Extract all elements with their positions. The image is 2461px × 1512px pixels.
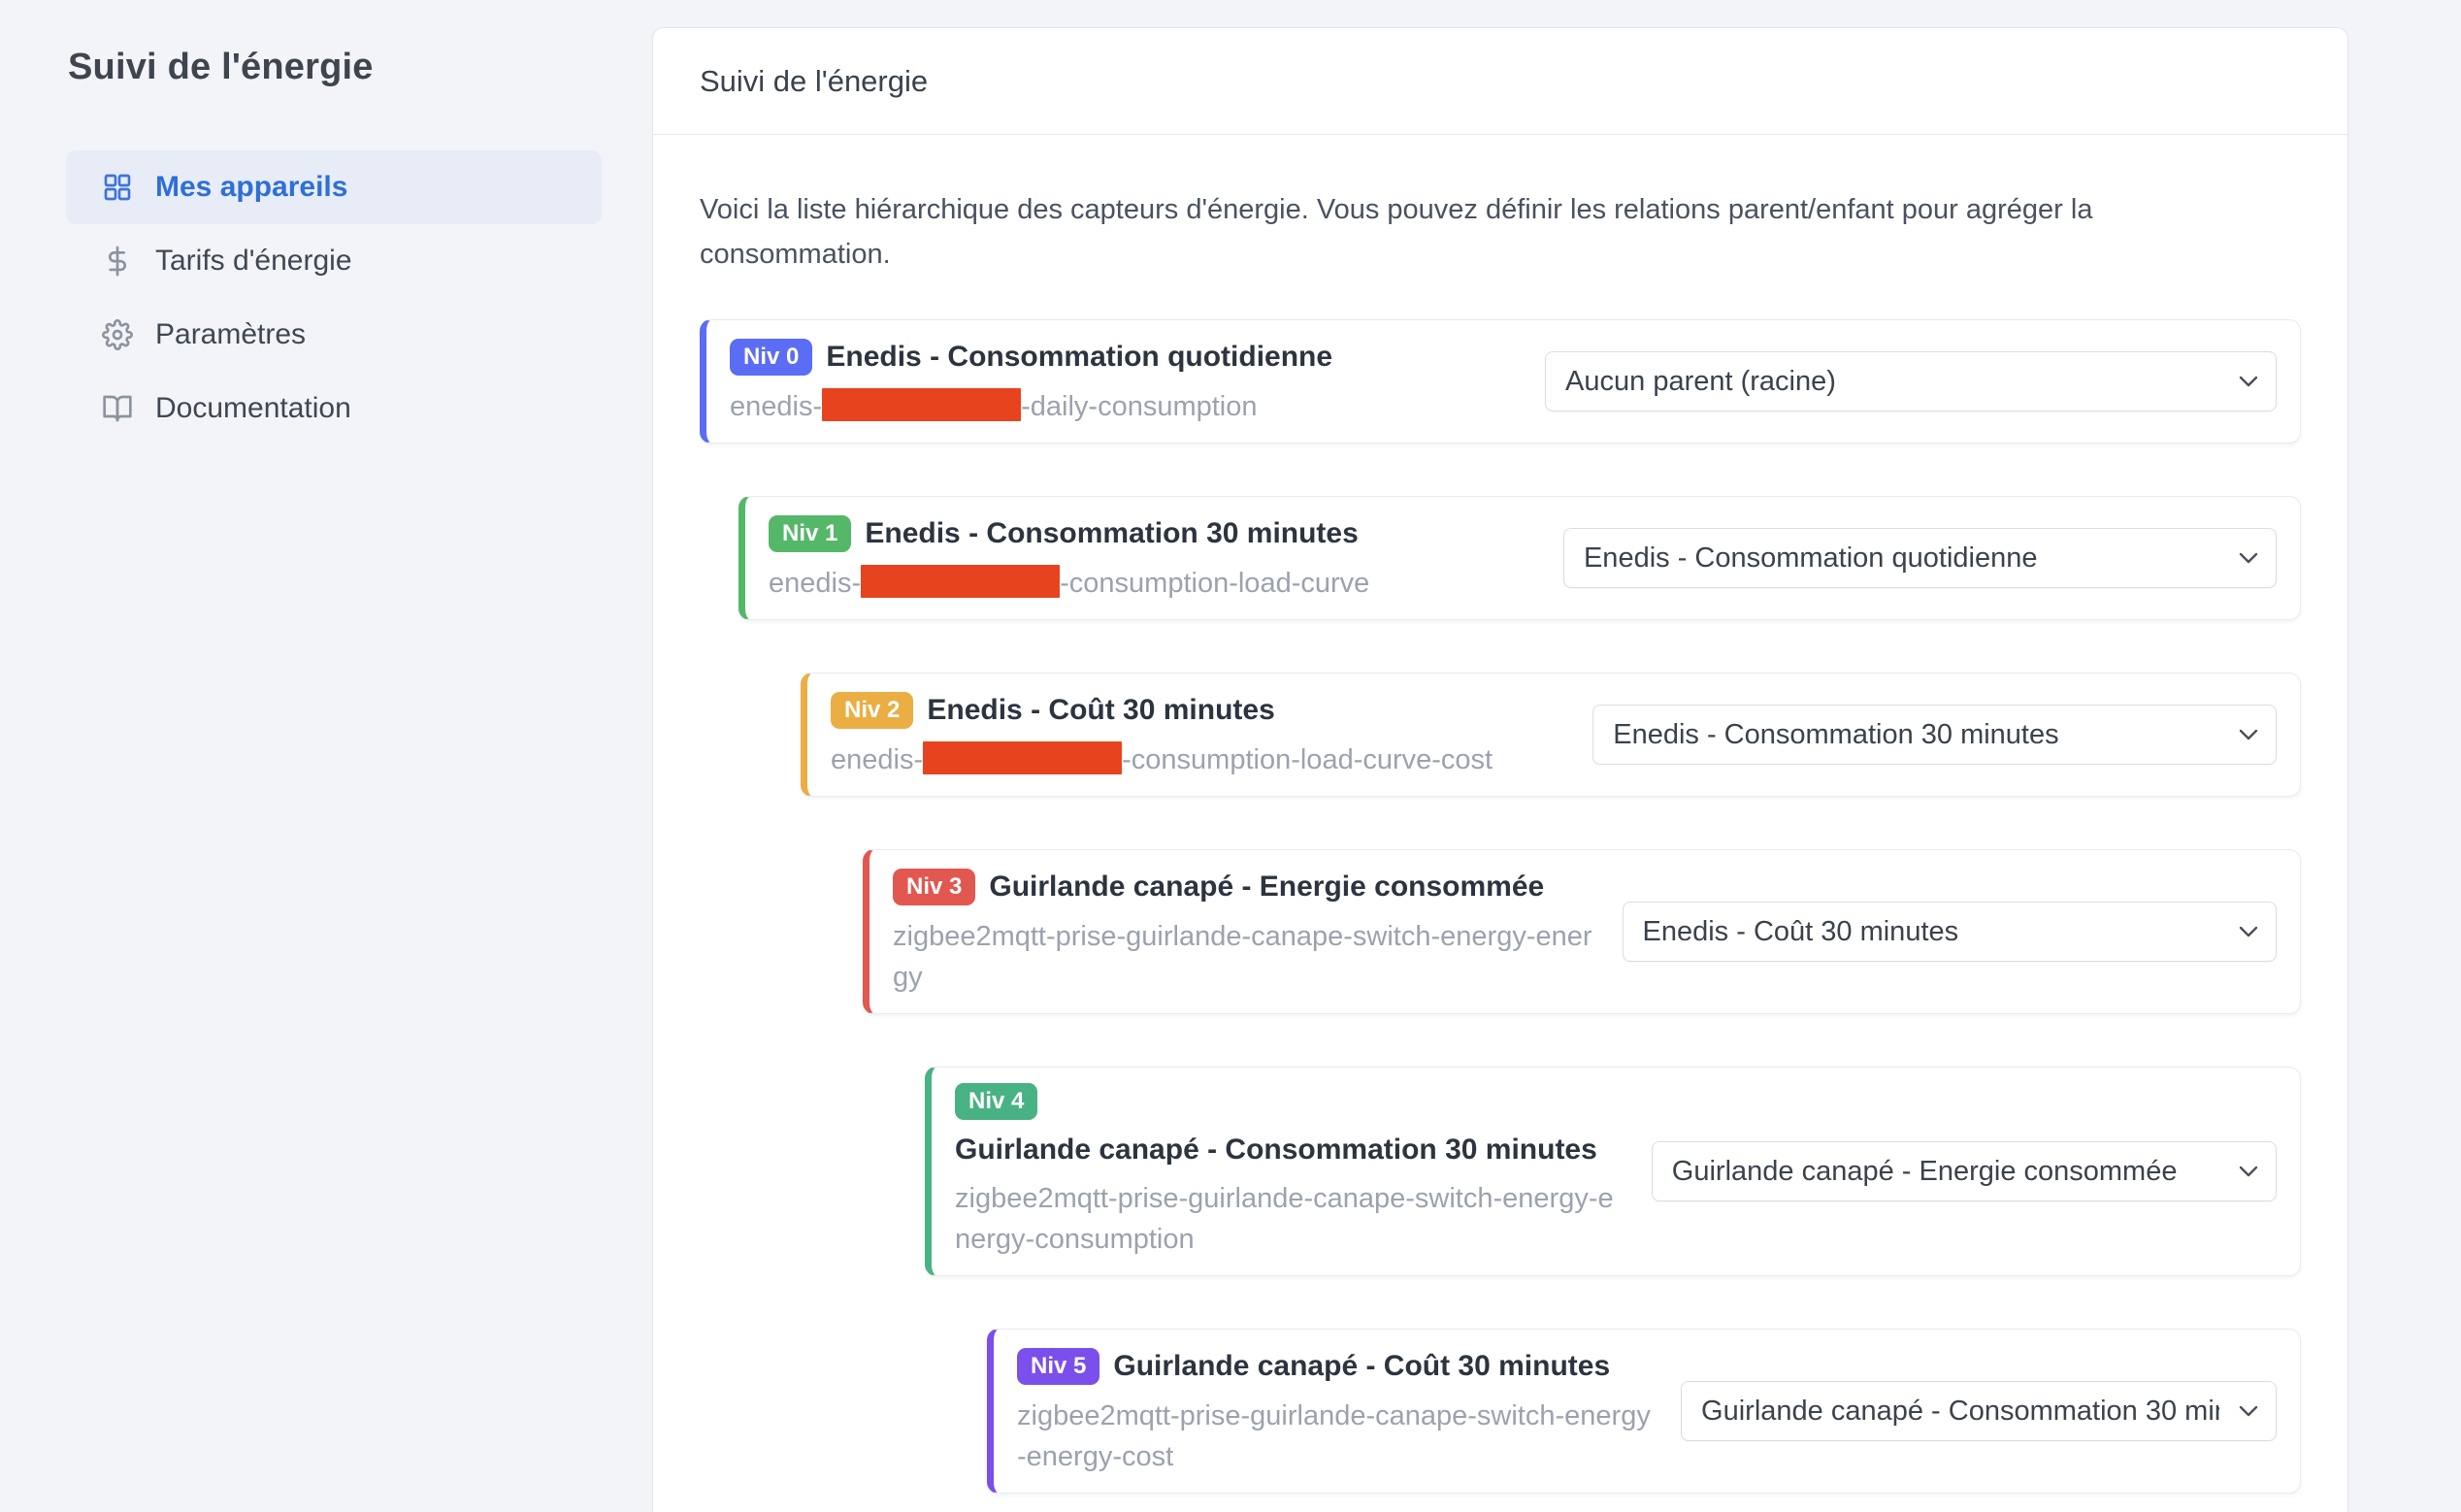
sensor-name: Guirlande canapé - Coût 30 minutes: [1113, 1350, 1611, 1382]
sidebar-item-mes-appareils[interactable]: Mes appareils: [66, 150, 602, 224]
sensor-entity-id: zigbee2mqtt-prise-guirlande-canape-switc…: [955, 1183, 1614, 1255]
dollar-icon: [101, 245, 134, 278]
chevron-down-icon: [2239, 926, 2258, 937]
sensor-entity-id: zigbee2mqtt-prise-guirlande-canape-switc…: [1017, 1400, 1651, 1472]
description-text: Voici la liste hiérarchique des capteurs…: [700, 194, 2093, 270]
level-badge: Niv 0: [730, 339, 813, 376]
level-badge: Niv 3: [893, 869, 976, 905]
sidebar-item-parametres[interactable]: Paramètres: [66, 298, 602, 372]
chevron-down-icon: [2239, 552, 2258, 564]
parent-select-value: Guirlande canapé - Consommation 30 minu: [1701, 1395, 2219, 1427]
chevron-down-icon: [2239, 1166, 2258, 1177]
sidebar-item-label: Documentation: [155, 392, 351, 424]
sensor-entity-id: enedis- -consumption-load-curve-cost: [831, 740, 1569, 780]
redaction-block: [861, 565, 1061, 599]
parent-select[interactable]: Enedis - Consommation quotidienne: [1562, 528, 2277, 588]
sensor-card: Niv 3 Guirlande canapé - Energie consomm…: [863, 849, 2301, 1014]
parent-select-value: Enedis - Consommation 30 minutes: [1613, 718, 2059, 750]
sensor-card: Niv 4 Guirlande canapé - Consommation 30…: [925, 1067, 2301, 1276]
book-icon: [101, 392, 134, 425]
chevron-down-icon: [2239, 1405, 2258, 1417]
parent-select[interactable]: Enedis - Coût 30 minutes: [1622, 902, 2277, 962]
level-badge: Niv 5: [1017, 1348, 1100, 1385]
sensor-name: Enedis - Consommation 30 minutes: [865, 517, 1359, 549]
sensor-card: Niv 2 Enedis - Coût 30 minutes enedis- -c…: [801, 673, 2301, 797]
parent-select[interactable]: Guirlande canapé - Energie consommée: [1651, 1141, 2277, 1201]
sidebar-item-label: Tarifs d'énergie: [155, 245, 352, 277]
sensor-name: Guirlande canapé - Consommation 30 minut…: [955, 1134, 1597, 1166]
sidebar-nav: Mes appareils Tarifs d'énergie Paramètre…: [0, 150, 652, 445]
sensor-entity-id: enedis- -daily-consumption: [730, 386, 1522, 427]
parent-select-value: Aucun parent (racine): [1565, 365, 1836, 397]
parent-select-value: Enedis - Consommation quotidienne: [1583, 542, 2038, 574]
parent-select-value: Guirlande canapé - Energie consommée: [1671, 1155, 2178, 1187]
sensor-card: Niv 1 Enedis - Consommation 30 minutes e…: [738, 496, 2301, 620]
parent-select[interactable]: Guirlande canapé - Consommation 30 minu: [1681, 1381, 2277, 1441]
gear-icon: [101, 318, 134, 351]
level-badge: Niv 4: [955, 1083, 1038, 1120]
sensor-card: Niv 0 Enedis - Consommation quotidienne …: [700, 319, 2301, 444]
parent-select[interactable]: Enedis - Consommation 30 minutes: [1592, 705, 2277, 765]
grid-icon: [101, 171, 134, 204]
sensor-card: Niv 5 Guirlande canapé - Coût 30 minutes…: [987, 1329, 2301, 1494]
chevron-down-icon: [2239, 729, 2258, 740]
page-title: Suivi de l'énergie: [700, 63, 929, 98]
parent-select[interactable]: Aucun parent (racine): [1545, 351, 2277, 411]
sidebar-item-label: Mes appareils: [155, 171, 348, 203]
main-panel: Suivi de l'énergie Voici la liste hiérar…: [652, 27, 2348, 1512]
chevron-down-icon: [2239, 376, 2258, 387]
sidebar-item-documentation[interactable]: Documentation: [66, 372, 602, 445]
sensor-name: Enedis - Coût 30 minutes: [927, 694, 1275, 726]
sidebar-item-tarifs[interactable]: Tarifs d'énergie: [66, 224, 602, 298]
sensor-name: Guirlande canapé - Energie consommée: [989, 871, 1545, 903]
redaction-block: [923, 741, 1123, 775]
app-title: Suivi de l'énergie: [68, 47, 374, 87]
panel-header: Suivi de l'énergie: [653, 28, 2347, 135]
level-badge: Niv 1: [769, 515, 852, 552]
redaction-block: [822, 388, 1022, 422]
sensor-entity-id: zigbee2mqtt-prise-guirlande-canape-switc…: [893, 921, 1592, 993]
parent-select-value: Enedis - Coût 30 minutes: [1642, 915, 1959, 947]
sensor-name: Enedis - Consommation quotidienne: [826, 341, 1333, 373]
sidebar: Suivi de l'énergie Mes appareils Tarifs …: [0, 0, 652, 1512]
level-badge: Niv 2: [831, 692, 914, 729]
sensor-entity-id: enedis- -consumption-load-curve: [769, 563, 1540, 604]
sidebar-item-label: Paramètres: [155, 318, 307, 350]
